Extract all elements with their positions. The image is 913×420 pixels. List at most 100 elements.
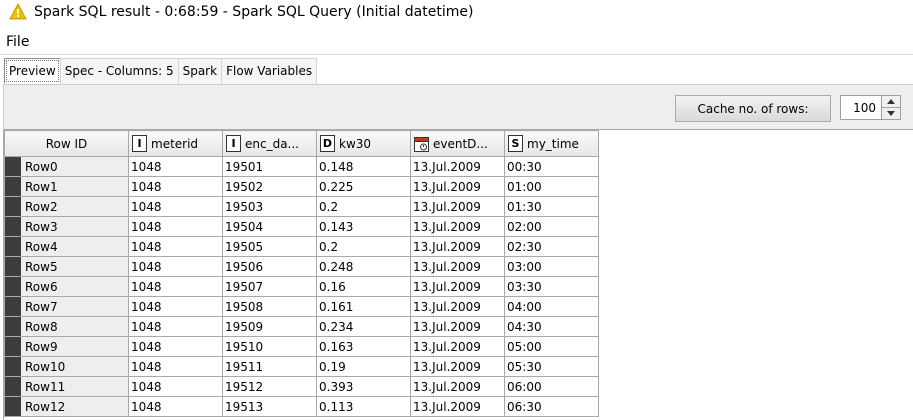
table-cell[interactable]: 1048 bbox=[128, 376, 223, 397]
table-cell[interactable]: 13.Jul.2009 bbox=[410, 396, 505, 417]
table-cell[interactable]: 19501 bbox=[222, 156, 317, 177]
tab-preview[interactable]: Preview bbox=[4, 58, 61, 84]
row-id-cell[interactable]: Row12 bbox=[4, 396, 129, 417]
table-row[interactable]: Row11 1048 19512 0.393 13.Jul.2009 06:00 bbox=[4, 376, 599, 397]
table-cell[interactable]: 19505 bbox=[222, 236, 317, 257]
table-cell[interactable]: 0.2 bbox=[316, 196, 411, 217]
row-id-cell[interactable]: Row6 bbox=[4, 276, 129, 297]
table-cell[interactable]: 02:30 bbox=[504, 236, 599, 257]
tab-flow-variables[interactable]: Flow Variables bbox=[221, 58, 318, 84]
table-cell[interactable]: 0.16 bbox=[316, 276, 411, 297]
table-cell[interactable]: 1048 bbox=[128, 236, 223, 257]
table-row[interactable]: Row6 1048 19507 0.16 13.Jul.2009 03:30 bbox=[4, 276, 599, 297]
tab-spec-columns[interactable]: Spec - Columns: 5 bbox=[59, 58, 179, 84]
cache-rows-value[interactable]: 100 bbox=[853, 101, 876, 115]
table-cell[interactable]: 04:30 bbox=[504, 316, 599, 337]
table-cell[interactable]: 19510 bbox=[222, 336, 317, 357]
table-row[interactable]: Row1 1048 19502 0.225 13.Jul.2009 01:00 bbox=[4, 176, 599, 197]
row-id-cell[interactable]: Row2 bbox=[4, 196, 129, 217]
table-row[interactable]: Row8 1048 19509 0.234 13.Jul.2009 04:30 bbox=[4, 316, 599, 337]
table-cell[interactable]: 02:00 bbox=[504, 216, 599, 237]
table-cell[interactable]: 19512 bbox=[222, 376, 317, 397]
table-cell[interactable]: 13.Jul.2009 bbox=[410, 196, 505, 217]
table-cell[interactable]: 03:30 bbox=[504, 276, 599, 297]
table-row[interactable]: Row9 1048 19510 0.163 13.Jul.2009 05:00 bbox=[4, 336, 599, 357]
table-cell[interactable]: 00:30 bbox=[504, 156, 599, 177]
table-cell[interactable]: 1048 bbox=[128, 196, 223, 217]
menu-file[interactable]: File bbox=[6, 34, 30, 50]
row-id-cell[interactable]: Row3 bbox=[4, 216, 129, 237]
table-cell[interactable]: 1048 bbox=[128, 316, 223, 337]
table-row[interactable]: Row2 1048 19503 0.2 13.Jul.2009 01:30 bbox=[4, 196, 599, 217]
table-cell[interactable]: 19503 bbox=[222, 196, 317, 217]
table-cell[interactable]: 06:30 bbox=[504, 396, 599, 417]
table-cell[interactable]: 19513 bbox=[222, 396, 317, 417]
row-id-cell[interactable]: Row11 bbox=[4, 376, 129, 397]
table-cell[interactable]: 04:00 bbox=[504, 296, 599, 317]
table-cell[interactable]: 03:00 bbox=[504, 256, 599, 277]
table-cell[interactable]: 0.148 bbox=[316, 156, 411, 177]
table-row[interactable]: Row10 1048 19511 0.19 13.Jul.2009 05:30 bbox=[4, 356, 599, 377]
spinner-up-icon[interactable] bbox=[882, 96, 900, 108]
row-id-cell[interactable]: Row7 bbox=[4, 296, 129, 317]
table-cell[interactable]: 01:30 bbox=[504, 196, 599, 217]
table-cell[interactable]: 0.393 bbox=[316, 376, 411, 397]
row-id-cell[interactable]: Row9 bbox=[4, 336, 129, 357]
table-row[interactable]: Row12 1048 19513 0.113 13.Jul.2009 06:30 bbox=[4, 396, 599, 417]
table-cell[interactable]: 1048 bbox=[128, 396, 223, 417]
table-cell[interactable]: 05:30 bbox=[504, 356, 599, 377]
row-id-cell[interactable]: Row1 bbox=[4, 176, 129, 197]
table-cell[interactable]: 01:00 bbox=[504, 176, 599, 197]
table-cell[interactable]: 13.Jul.2009 bbox=[410, 336, 505, 357]
table-cell[interactable]: 13.Jul.2009 bbox=[410, 296, 505, 317]
spinner-down-icon[interactable] bbox=[882, 108, 900, 119]
table-cell[interactable]: 1048 bbox=[128, 276, 223, 297]
table-cell[interactable]: 13.Jul.2009 bbox=[410, 156, 505, 177]
table-cell[interactable]: 1048 bbox=[128, 336, 223, 357]
table-cell[interactable]: 05:00 bbox=[504, 336, 599, 357]
table-cell[interactable]: 19502 bbox=[222, 176, 317, 197]
table-cell[interactable]: 19509 bbox=[222, 316, 317, 337]
table-cell[interactable]: 19508 bbox=[222, 296, 317, 317]
table-cell[interactable]: 19507 bbox=[222, 276, 317, 297]
row-id-cell[interactable]: Row0 bbox=[4, 156, 129, 177]
table-cell[interactable]: 13.Jul.2009 bbox=[410, 256, 505, 277]
table-cell[interactable]: 0.19 bbox=[316, 356, 411, 377]
table-cell[interactable]: 19506 bbox=[222, 256, 317, 277]
cache-rows-spinner[interactable]: 100 bbox=[840, 95, 901, 120]
table-cell[interactable]: 1048 bbox=[128, 356, 223, 377]
table-row[interactable]: Row0 1048 19501 0.148 13.Jul.2009 00:30 bbox=[4, 156, 599, 177]
table-cell[interactable]: 0.161 bbox=[316, 296, 411, 317]
tab-spark[interactable]: Spark bbox=[177, 58, 223, 84]
table-cell[interactable]: 19504 bbox=[222, 216, 317, 237]
table-cell[interactable]: 13.Jul.2009 bbox=[410, 356, 505, 377]
table-cell[interactable]: 13.Jul.2009 bbox=[410, 176, 505, 197]
table-cell[interactable]: 0.225 bbox=[316, 176, 411, 197]
table-cell[interactable]: 1048 bbox=[128, 296, 223, 317]
table-cell[interactable]: 1048 bbox=[128, 176, 223, 197]
table-cell[interactable]: 0.113 bbox=[316, 396, 411, 417]
table-cell[interactable]: 0.234 bbox=[316, 316, 411, 337]
table-row[interactable]: Row3 1048 19504 0.143 13.Jul.2009 02:00 bbox=[4, 216, 599, 237]
table-cell[interactable]: 0.2 bbox=[316, 236, 411, 257]
table-cell[interactable]: 13.Jul.2009 bbox=[410, 376, 505, 397]
table-cell[interactable]: 1048 bbox=[128, 216, 223, 237]
table-cell[interactable]: 0.143 bbox=[316, 216, 411, 237]
table-row[interactable]: Row5 1048 19506 0.248 13.Jul.2009 03:00 bbox=[4, 256, 599, 277]
table-cell[interactable]: 1048 bbox=[128, 256, 223, 277]
table-cell[interactable]: 13.Jul.2009 bbox=[410, 276, 505, 297]
row-id-cell[interactable]: Row8 bbox=[4, 316, 129, 337]
row-id-cell[interactable]: Row10 bbox=[4, 356, 129, 377]
column-header-row-id[interactable]: Row ID bbox=[4, 130, 129, 157]
table-cell[interactable]: 06:00 bbox=[504, 376, 599, 397]
table-row[interactable]: Row7 1048 19508 0.161 13.Jul.2009 04:00 bbox=[4, 296, 599, 317]
table-cell[interactable]: 13.Jul.2009 bbox=[410, 216, 505, 237]
table-cell[interactable]: 0.163 bbox=[316, 336, 411, 357]
table-cell[interactable]: 13.Jul.2009 bbox=[410, 316, 505, 337]
row-id-cell[interactable]: Row4 bbox=[4, 236, 129, 257]
